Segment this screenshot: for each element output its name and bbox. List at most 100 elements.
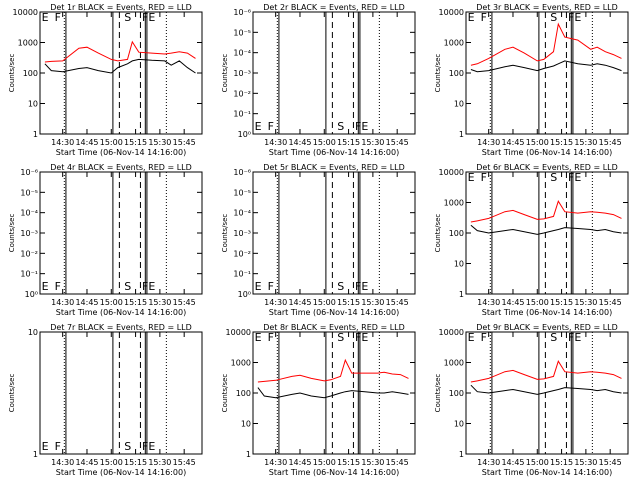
x-tick-label: 15:30 <box>361 138 384 147</box>
flare-phase-marker: E <box>468 171 475 184</box>
x-tick-label: 15:00 <box>526 298 549 307</box>
y-tick-label: 10 <box>241 420 251 429</box>
detector-panel-4: Det 4r BLACK = Events, RED = LLD 10⁰ 10⁻¹ 1… <box>8 163 203 317</box>
events-series-line <box>44 58 196 74</box>
x-tick-label: 15:15 <box>124 138 147 147</box>
y-tick-label: 1000 <box>231 359 251 368</box>
x-tick-label: 15:45 <box>173 298 196 307</box>
events-series-line <box>470 224 622 235</box>
y-axis-title: Counts/sec <box>434 214 442 253</box>
flare-phase-marker: S <box>550 171 557 184</box>
y-tick-label: 10 <box>454 260 464 269</box>
y-axis-title: Counts/sec <box>221 214 229 253</box>
y-axis-title: Counts/sec <box>434 54 442 93</box>
y-tick-label: 10⁻⁴ <box>233 209 251 218</box>
x-tick-label: 15:45 <box>599 138 622 147</box>
flare-phase-marker: E <box>255 331 262 344</box>
y-tick-label: 100 <box>449 229 464 238</box>
y-tick-label: 10⁻⁵ <box>233 188 251 197</box>
flare-phase-marker: FE <box>568 171 581 184</box>
x-tick-label: 15:45 <box>386 458 409 467</box>
flare-phase-marker: S <box>337 331 344 344</box>
panel-title: Det 6r BLACK = Events, RED = LLD <box>476 163 618 172</box>
flare-phase-marker: S <box>337 120 344 133</box>
y-tick-label: 100 <box>449 389 464 398</box>
y-tick-label: 100 <box>236 389 251 398</box>
x-tick-label: 14:45 <box>288 458 311 467</box>
x-tick-label: 15:15 <box>550 298 573 307</box>
x-axis-title: Start Time (06-Nov-14 14:16:00) <box>482 148 612 157</box>
x-tick-label: 15:45 <box>599 298 622 307</box>
y-axis-title: Counts/sec <box>221 54 229 93</box>
y-tick-label: 1000 <box>444 39 464 48</box>
flare-phase-marker: FE <box>355 120 368 133</box>
lld-series-line <box>470 200 622 223</box>
y-tick-label: 1 <box>246 450 251 459</box>
events-series-line <box>470 384 622 395</box>
x-tick-label: 15:30 <box>148 458 171 467</box>
x-tick-label: 14:45 <box>75 458 98 467</box>
y-tick-label: 1 <box>459 130 464 139</box>
events-series-line <box>257 387 409 399</box>
x-tick-label: 14:30 <box>51 458 74 467</box>
y-tick-label: 10⁻² <box>233 89 251 98</box>
x-tick-label: 14:30 <box>264 458 287 467</box>
x-tick-label: 15:45 <box>386 298 409 307</box>
x-tick-label: 14:45 <box>501 298 524 307</box>
x-tick-label: 14:45 <box>288 298 311 307</box>
flare-phase-marker: E <box>468 331 475 344</box>
flare-phase-marker: S <box>124 11 131 24</box>
detector-panel-7: Det 7r BLACK = Events, RED = LLD 1 10 Count… <box>8 323 203 477</box>
panel-title: Det 9r BLACK = Events, RED = LLD <box>476 323 618 332</box>
x-axis-title: Start Time (06-Nov-14 14:16:00) <box>482 468 612 477</box>
x-tick-label: 15:00 <box>313 298 336 307</box>
x-tick-label: 15:00 <box>100 298 123 307</box>
y-tick-label: 10000 <box>13 8 38 17</box>
lld-series-line <box>470 360 622 383</box>
x-tick-label: 14:45 <box>288 138 311 147</box>
x-tick-label: 15:15 <box>550 138 573 147</box>
flare-phase-marker: FE <box>142 440 155 453</box>
detector-panel-1: Det 1r BLACK = Events, RED = LLD 1 10 100 10… <box>8 3 203 157</box>
y-tick-label: 100 <box>23 69 38 78</box>
lld-series-line <box>470 22 622 66</box>
y-tick-label: 10⁻⁶ <box>233 168 251 177</box>
lld-series-line <box>44 40 196 63</box>
x-tick-label: 15:30 <box>148 138 171 147</box>
y-tick-label: 10⁻¹ <box>233 110 251 119</box>
flare-phase-marker: F <box>268 120 274 133</box>
flare-phase-marker: F <box>55 11 61 24</box>
x-axis-title: Start Time (06-Nov-14 14:16:00) <box>56 308 186 317</box>
x-tick-label: 15:15 <box>337 458 360 467</box>
panel-title: Det 5r BLACK = Events, RED = LLD <box>263 163 405 172</box>
y-tick-label: 10⁰ <box>238 130 251 139</box>
x-tick-label: 14:30 <box>51 298 74 307</box>
x-tick-label: 15:15 <box>337 298 360 307</box>
x-tick-label: 15:15 <box>337 138 360 147</box>
x-tick-label: 15:45 <box>173 458 196 467</box>
y-tick-label: 10⁻¹ <box>233 270 251 279</box>
y-tick-label: 10000 <box>439 8 464 17</box>
y-axis-title: Counts/sec <box>8 54 16 93</box>
y-tick-label: 10⁻³ <box>20 229 38 238</box>
x-tick-label: 14:45 <box>501 138 524 147</box>
y-tick-label: 1 <box>33 130 38 139</box>
x-axis-title: Start Time (06-Nov-14 14:16:00) <box>56 468 186 477</box>
x-tick-label: 15:15 <box>124 298 147 307</box>
y-tick-label: 10 <box>28 100 38 109</box>
y-tick-label: 10⁰ <box>25 290 38 299</box>
x-tick-label: 15:00 <box>100 138 123 147</box>
y-tick-label: 10⁻⁶ <box>233 8 251 17</box>
y-tick-label: 10⁻⁵ <box>20 188 38 197</box>
flare-phase-marker: FE <box>355 331 368 344</box>
detector-panel-2: Det 2r BLACK = Events, RED = LLD 10⁰ 10⁻¹ 1… <box>221 3 416 157</box>
panel-title: Det 4r BLACK = Events, RED = LLD <box>50 163 192 172</box>
flare-phase-marker: E <box>42 11 49 24</box>
flare-phase-marker: FE <box>142 11 155 24</box>
x-tick-label: 15:30 <box>361 458 384 467</box>
flare-phase-marker: S <box>124 280 131 293</box>
x-tick-label: 15:30 <box>574 138 597 147</box>
panel-title: Det 8r BLACK = Events, RED = LLD <box>263 323 405 332</box>
y-tick-label: 10⁻¹ <box>20 270 38 279</box>
